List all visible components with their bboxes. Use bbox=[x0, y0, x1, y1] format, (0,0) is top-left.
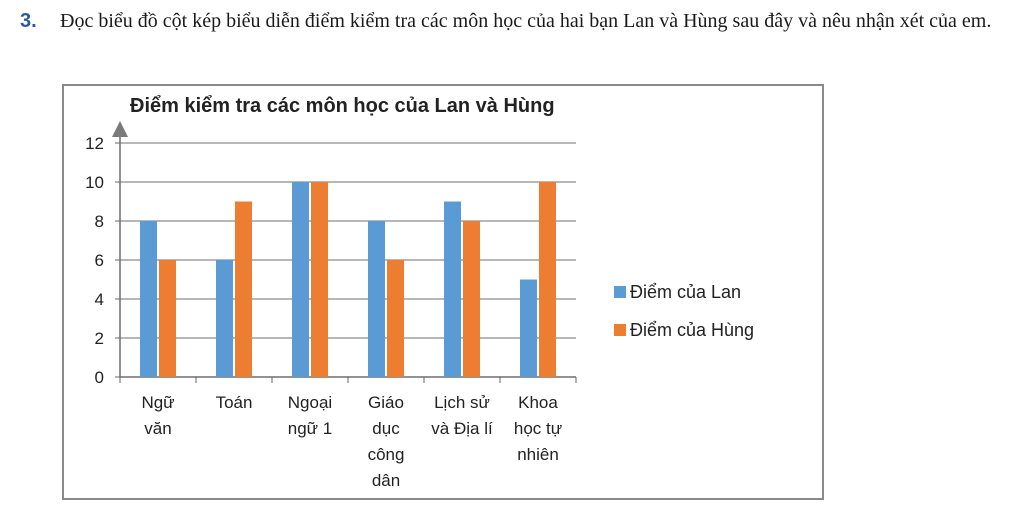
y-tick-label: 2 bbox=[95, 329, 104, 348]
y-tick-label: 4 bbox=[95, 290, 104, 309]
y-tick-label: 6 bbox=[95, 251, 104, 270]
gridlines bbox=[120, 142, 576, 339]
legend-swatch bbox=[614, 324, 626, 336]
bar-hung bbox=[235, 201, 252, 377]
legend-label: Điểm của Hùng bbox=[630, 320, 754, 340]
axes bbox=[112, 121, 577, 383]
y-tick-label: 12 bbox=[85, 134, 104, 153]
x-tick-label: Ngoại ngữ 1 bbox=[288, 393, 332, 438]
axis-labels: 0 2 4 6 8 10 12 Ngữ văn Toán Ngoại ngữ 1 Giáo dục công… bbox=[85, 134, 562, 490]
bar-hung bbox=[539, 182, 556, 377]
question-text: Đọc biểu đồ cột kép biểu diễn điểm kiểm … bbox=[60, 10, 992, 32]
x-tick-label: Toán bbox=[216, 393, 253, 412]
bar-hung bbox=[387, 260, 404, 377]
bar-lan bbox=[520, 279, 537, 377]
legend: Điểm của Lan Điểm của Hùng bbox=[614, 282, 754, 340]
bar-hung bbox=[159, 260, 176, 377]
bars bbox=[140, 182, 556, 377]
x-tick-label: Khoa học tự nhiên bbox=[514, 393, 562, 464]
legend-label: Điểm của Lan bbox=[630, 282, 741, 302]
bar-hung bbox=[311, 182, 328, 377]
bar-lan bbox=[444, 201, 461, 377]
y-tick-label: 10 bbox=[85, 173, 104, 192]
chart-frame: Điểm kiểm tra các môn học của Lan và Hùn… bbox=[62, 84, 824, 500]
bar-chart: Điểm kiểm tra các môn học của Lan và Hùn… bbox=[85, 95, 754, 490]
y-tick-label: 0 bbox=[95, 368, 104, 387]
chart-title: Điểm kiểm tra các môn học của Lan và Hùn… bbox=[130, 95, 555, 117]
bar-hung bbox=[463, 221, 480, 377]
y-tick-label: 8 bbox=[95, 212, 104, 231]
question-block: 3. Đọc biểu đồ cột kép biểu diễn điểm ki… bbox=[20, 7, 1015, 36]
x-tick-label: Lịch sử và Địa lí bbox=[431, 393, 493, 438]
x-tick-label: Giáo dục công dân bbox=[368, 393, 405, 490]
bar-lan bbox=[368, 221, 385, 377]
x-tick-label: Ngữ văn bbox=[141, 393, 174, 438]
bar-lan bbox=[292, 182, 309, 377]
bar-lan bbox=[140, 221, 157, 377]
y-axis-arrow bbox=[112, 121, 128, 137]
question-number: 3. bbox=[20, 10, 37, 32]
bar-lan bbox=[216, 260, 233, 377]
legend-swatch bbox=[614, 286, 626, 298]
